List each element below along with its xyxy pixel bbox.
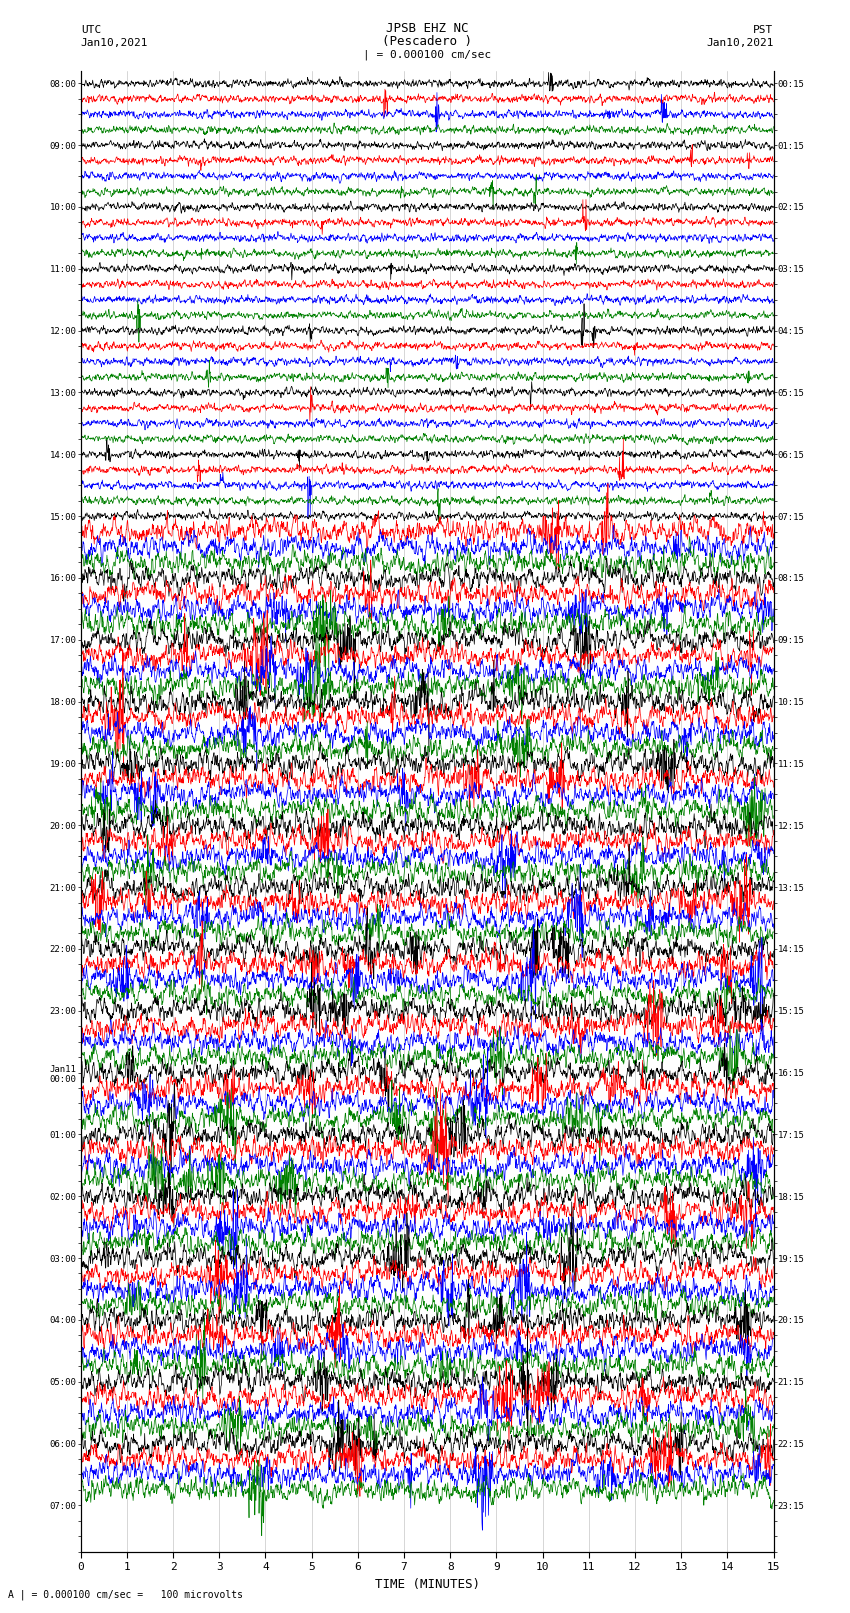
Text: JPSB EHZ NC: JPSB EHZ NC [386, 21, 468, 35]
Text: Jan10,2021: Jan10,2021 [706, 37, 774, 47]
Text: | = 0.000100 cm/sec: | = 0.000100 cm/sec [363, 50, 491, 60]
Text: (Pescadero ): (Pescadero ) [382, 34, 472, 47]
X-axis label: TIME (MINUTES): TIME (MINUTES) [375, 1578, 479, 1590]
Text: UTC: UTC [81, 24, 101, 35]
Text: A | = 0.000100 cm/sec =   100 microvolts: A | = 0.000100 cm/sec = 100 microvolts [8, 1589, 243, 1600]
Text: Jan10,2021: Jan10,2021 [81, 37, 148, 47]
Text: PST: PST [753, 24, 774, 35]
